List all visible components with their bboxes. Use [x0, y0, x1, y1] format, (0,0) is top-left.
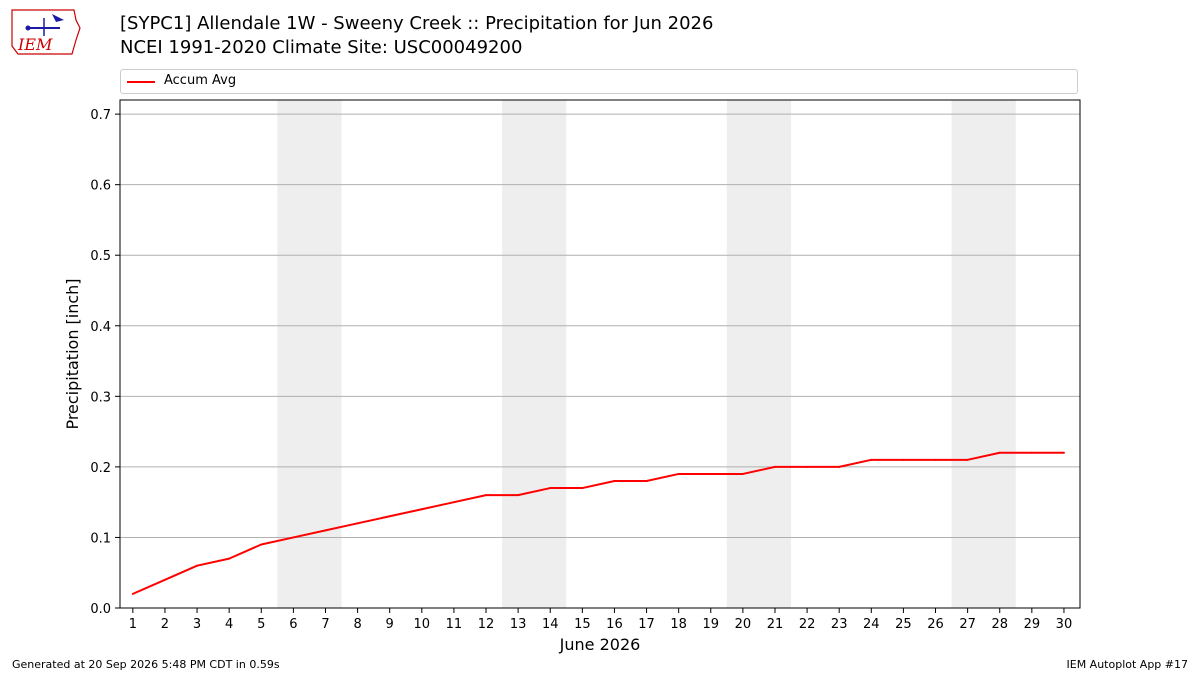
data-point — [356, 522, 359, 525]
x-tick-label: 28 — [991, 617, 1008, 632]
series-line-accum-avg — [132, 451, 1064, 595]
data-point — [549, 487, 552, 490]
data-point — [1062, 451, 1065, 454]
weather-vane-icon — [25, 14, 64, 36]
x-tick-label: 1 — [129, 617, 137, 632]
x-tick-label: 3 — [193, 617, 201, 632]
data-point — [388, 515, 391, 518]
y-tick-label: 0.6 — [90, 179, 111, 194]
x-tick-label: 9 — [386, 617, 394, 632]
weekend-band — [951, 100, 1016, 608]
x-tick-label: 13 — [510, 617, 527, 632]
footer-app: IEM Autoplot App #17 — [1066, 658, 1189, 671]
x-tick-label: 2 — [161, 617, 169, 632]
y-tick-label: 0.3 — [90, 390, 111, 405]
footer-generated: Generated at 20 Sep 2026 5:48 PM CDT in … — [12, 658, 280, 671]
x-axis-label: June 2026 — [559, 635, 641, 654]
x-tick-label: 12 — [478, 617, 495, 632]
y-tick-label: 0.2 — [90, 461, 111, 476]
data-point — [420, 508, 423, 511]
data-point — [934, 458, 937, 461]
x-tick-label: 4 — [225, 617, 233, 632]
logo-text: IEM — [17, 35, 53, 54]
x-tick-label: 22 — [799, 617, 816, 632]
weekend-band — [502, 100, 567, 608]
weekend-band — [726, 100, 792, 608]
x-tick-label: 26 — [927, 617, 944, 632]
x-tick-label: 29 — [1024, 617, 1041, 632]
data-point — [292, 536, 295, 539]
iem-logo: IEM — [11, 9, 81, 55]
data-point — [452, 501, 455, 504]
data-point — [677, 472, 680, 475]
y-tick-label: 0.7 — [90, 108, 111, 123]
x-tick-label: 24 — [863, 617, 880, 632]
x-tick-label: 19 — [702, 617, 719, 632]
x-tick-label: 6 — [289, 617, 297, 632]
legend: Accum Avg — [120, 69, 1078, 94]
x-tick-label: 17 — [638, 617, 655, 632]
legend-line-swatch — [127, 81, 155, 83]
data-point — [741, 472, 744, 475]
x-tick-label: 18 — [670, 617, 687, 632]
x-tick-label: 11 — [446, 617, 463, 632]
data-point — [228, 557, 231, 560]
x-tick-label: 8 — [353, 617, 361, 632]
data-point — [196, 564, 199, 567]
data-point — [260, 543, 263, 546]
data-point — [581, 487, 584, 490]
x-tick-label: 10 — [414, 617, 431, 632]
x-tick-label: 16 — [606, 617, 623, 632]
x-tick-label: 15 — [574, 617, 591, 632]
data-point — [966, 458, 969, 461]
weekend-band — [277, 100, 342, 608]
title-line-2: NCEI 1991-2020 Climate Site: USC00049200 — [120, 37, 523, 58]
data-point — [645, 480, 648, 482]
chart-title: [SYPC1] Allendale 1W - Sweeny Creek :: P… — [120, 12, 713, 60]
data-point — [806, 465, 809, 468]
data-point — [163, 578, 166, 581]
data-point — [324, 529, 327, 532]
x-tick-label: 21 — [767, 617, 784, 632]
plot-frame — [119, 99, 1081, 609]
x-tick-label: 27 — [959, 617, 976, 632]
y-tick-label: 0.4 — [90, 320, 111, 335]
y-tick-label: 0.0 — [90, 602, 111, 617]
data-point — [838, 465, 841, 468]
x-tick-label: 14 — [542, 617, 559, 632]
x-tick-label: 7 — [321, 617, 329, 632]
legend-label: Accum Avg — [164, 73, 237, 88]
x-tick-label: 25 — [895, 617, 912, 632]
title-line-1: [SYPC1] Allendale 1W - Sweeny Creek :: P… — [120, 13, 714, 34]
y-axis-label: Precipitation [inch] — [63, 278, 82, 429]
data-point — [517, 494, 520, 497]
data-point — [709, 472, 712, 475]
x-tick-label: 5 — [257, 617, 265, 632]
x-tick-label: 20 — [735, 617, 752, 632]
x-tick-label: 30 — [1056, 617, 1073, 632]
data-point — [131, 592, 134, 595]
data-point — [613, 480, 616, 482]
data-point — [1030, 451, 1033, 454]
data-point — [870, 458, 873, 461]
data-point — [902, 458, 905, 461]
x-tick-label: 23 — [831, 617, 848, 632]
data-point — [485, 494, 488, 497]
data-point — [998, 451, 1001, 454]
y-tick-label: 0.5 — [90, 249, 111, 264]
y-tick-label: 0.1 — [90, 531, 111, 546]
iowa-state-outline — [11, 9, 81, 55]
data-point — [773, 465, 776, 468]
